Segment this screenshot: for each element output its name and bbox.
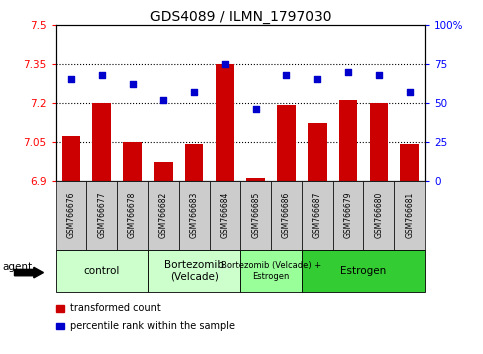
Bar	[394, 181, 425, 250]
Text: Bortezomib (Velcade) +
Estrogen: Bortezomib (Velcade) + Estrogen	[221, 261, 321, 280]
Text: GSM766685: GSM766685	[251, 192, 260, 238]
Text: Estrogen: Estrogen	[341, 266, 386, 276]
Text: GSM766683: GSM766683	[190, 192, 199, 238]
Text: GSM766678: GSM766678	[128, 192, 137, 238]
Text: GSM766684: GSM766684	[220, 192, 229, 238]
Point	[221, 61, 229, 67]
Bar	[210, 181, 240, 250]
Text: GSM766677: GSM766677	[97, 192, 106, 238]
Bar	[246, 178, 265, 181]
Point	[190, 89, 198, 95]
Bar	[339, 100, 357, 181]
Bar	[92, 103, 111, 181]
Bar	[62, 136, 80, 181]
Bar	[86, 181, 117, 250]
Text: GSM766682: GSM766682	[159, 192, 168, 238]
Text: agent: agent	[2, 262, 32, 272]
Text: GSM766676: GSM766676	[67, 192, 75, 238]
Bar	[117, 181, 148, 250]
Bar	[277, 105, 296, 181]
Point	[128, 81, 136, 87]
Point	[406, 89, 413, 95]
Bar	[240, 181, 271, 250]
Point	[375, 72, 383, 78]
Title: GDS4089 / ILMN_1797030: GDS4089 / ILMN_1797030	[150, 10, 331, 24]
Point	[98, 72, 106, 78]
Bar	[369, 103, 388, 181]
Bar	[240, 250, 302, 292]
Bar	[154, 162, 172, 181]
Point	[67, 76, 75, 82]
Bar	[308, 124, 327, 181]
Bar	[400, 144, 419, 181]
Bar	[56, 181, 86, 250]
Bar	[333, 181, 364, 250]
Bar	[364, 181, 394, 250]
Text: GSM766681: GSM766681	[405, 192, 414, 238]
Point	[313, 76, 321, 82]
Text: GSM766680: GSM766680	[374, 192, 384, 238]
Text: percentile rank within the sample: percentile rank within the sample	[70, 321, 235, 331]
Bar	[123, 142, 142, 181]
Bar	[56, 250, 148, 292]
Text: control: control	[84, 266, 120, 276]
Point	[283, 72, 290, 78]
Point	[252, 106, 259, 112]
Text: GSM766686: GSM766686	[282, 192, 291, 238]
Bar	[179, 181, 210, 250]
Point	[159, 97, 167, 102]
Text: GSM766679: GSM766679	[343, 192, 353, 238]
Bar	[148, 250, 241, 292]
Bar	[302, 250, 425, 292]
Bar	[148, 181, 179, 250]
Bar	[215, 64, 234, 181]
Point	[344, 69, 352, 74]
Bar	[271, 181, 302, 250]
Bar	[185, 144, 203, 181]
Text: Bortezomib
(Velcade): Bortezomib (Velcade)	[164, 260, 224, 282]
Text: transformed count: transformed count	[70, 303, 161, 313]
Bar	[302, 181, 333, 250]
Text: GSM766687: GSM766687	[313, 192, 322, 238]
